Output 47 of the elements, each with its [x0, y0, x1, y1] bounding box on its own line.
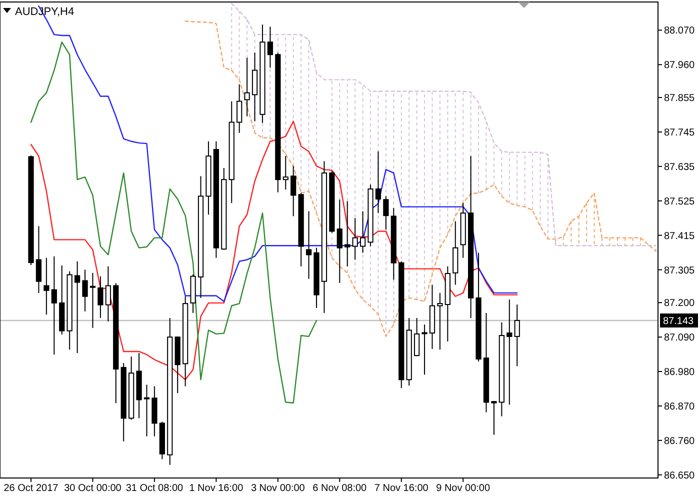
x-tick-label: 6 Nov 08:00 [312, 483, 368, 494]
y-tick-label: 87.745 [664, 127, 696, 138]
y-tick-label: 87.305 [664, 265, 696, 276]
candlestick [82, 269, 88, 312]
candlestick [282, 156, 288, 190]
candlestick [491, 400, 497, 436]
y-tick-label: 86.760 [664, 436, 696, 447]
y-tick-label: 86.980 [664, 367, 696, 378]
candlestick [36, 226, 42, 294]
candlestick [422, 324, 428, 376]
y-tick-label: 87.855 [664, 93, 696, 104]
x-tick-label: 3 Nov 00:00 [250, 483, 306, 494]
ref-line-label: 87.143 [663, 316, 694, 327]
candlestick [375, 150, 382, 214]
x-tick-label: 7 Nov 16:00 [374, 483, 429, 494]
candlestick [144, 384, 150, 437]
candlestick [98, 276, 104, 318]
candlestick [236, 84, 242, 134]
candlestick [414, 317, 420, 357]
candlestick [306, 210, 312, 280]
candlestick [352, 218, 358, 260]
candlestick [383, 196, 389, 230]
candlestick [506, 299, 512, 406]
y-tick-label: 87.525 [664, 196, 696, 208]
y-tick-label: 87.635 [664, 162, 696, 173]
candlestick [360, 210, 366, 254]
line-series [30, 41, 318, 404]
candlestick [514, 304, 520, 367]
candlestick [437, 292, 443, 350]
candlestick [105, 266, 111, 322]
y-tick-label: 87.090 [664, 332, 696, 344]
y-tick-label: 86.870 [664, 401, 696, 412]
x-tick-label: 30 Oct 00:00 [64, 483, 122, 494]
y-tick-label: 87.415 [664, 230, 696, 242]
x-tick-label: 9 Nov 00:00 [436, 483, 490, 494]
candlestick [44, 257, 50, 316]
candlestick [90, 272, 96, 328]
candlestick [51, 256, 57, 356]
x-tick-label: 1 Nov 16:00 [189, 483, 244, 494]
y-tick-label: 87.200 [664, 298, 696, 310]
x-tick-label: 26 Oct 2017 [4, 483, 59, 494]
line-series [30, 120, 518, 380]
y-tick-label: 88.070 [664, 26, 696, 37]
y-tick-label: 87.960 [664, 60, 696, 72]
y-tick-label: 86.650 [664, 470, 696, 482]
candlestick [74, 260, 80, 354]
x-tick-label: 31 Oct 08:00 [126, 483, 184, 494]
